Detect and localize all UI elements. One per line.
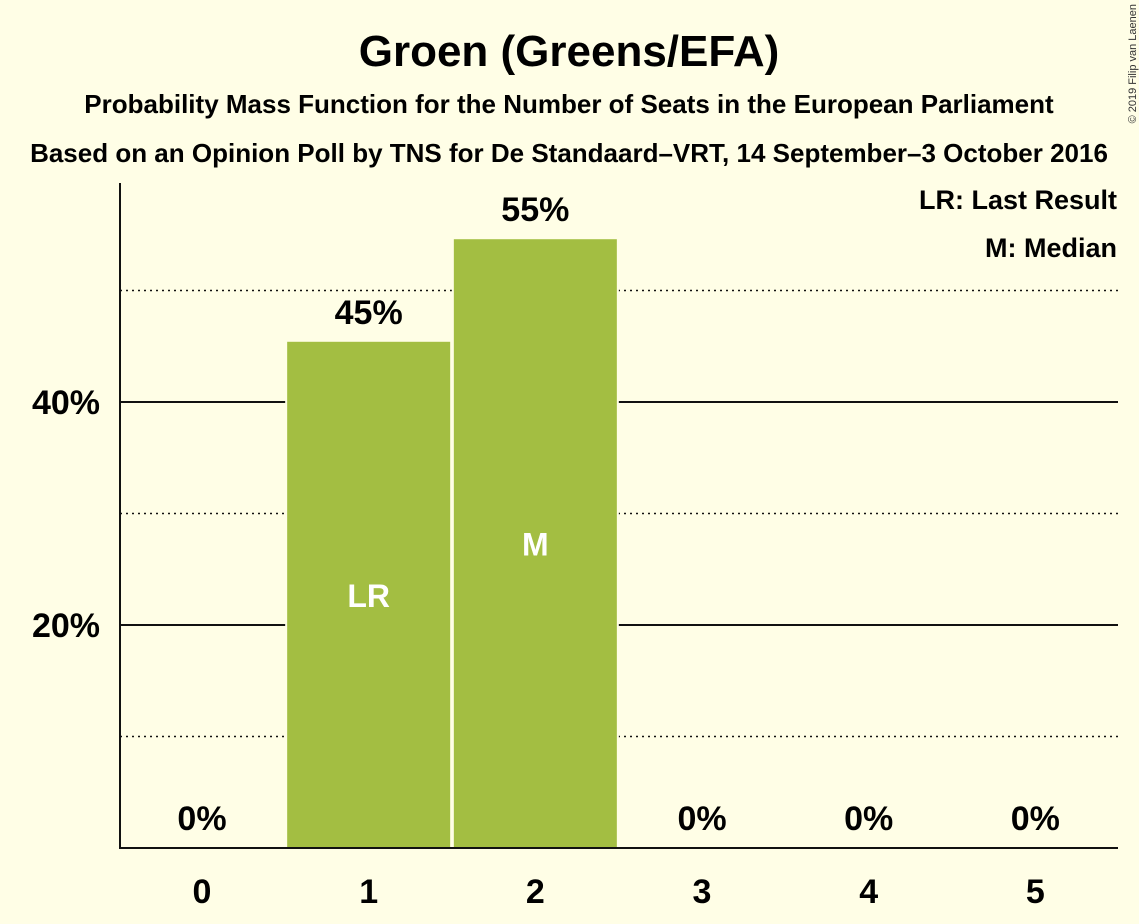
chart-title: Groen (Greens/EFA) [359, 27, 780, 76]
bar-value-label: 0% [677, 800, 726, 838]
x-tick-label: 1 [359, 873, 378, 911]
bar-marker-label: M [522, 527, 549, 563]
x-tick-label: 5 [1026, 873, 1045, 911]
bar-seats-1 [287, 341, 451, 848]
copyright-notice: © 2019 Filip van Laenen [1127, 4, 1139, 123]
x-tick-label: 3 [693, 873, 712, 911]
x-tick-label: 2 [526, 873, 545, 911]
bar-marker-label: LR [347, 578, 390, 614]
bar-value-label: 0% [844, 800, 893, 838]
bar-value-label: 0% [1011, 800, 1060, 838]
legend-last-result: LR: Last Result [919, 185, 1117, 215]
chart-source-note: Based on an Opinion Poll by TNS for De S… [30, 138, 1108, 168]
y-tick-label: 40% [32, 384, 100, 422]
x-tick-label: 4 [859, 873, 878, 911]
bar-value-label: 45% [335, 294, 403, 332]
chart-subtitle: Probability Mass Function for the Number… [84, 89, 1054, 119]
x-tick-label: 0 [193, 873, 212, 911]
bar-seats-2 [453, 239, 617, 848]
bar-value-label: 0% [177, 800, 226, 838]
y-tick-label: 20% [32, 607, 100, 645]
bar-value-label: 55% [501, 191, 569, 229]
legend-median: M: Median [985, 233, 1117, 263]
